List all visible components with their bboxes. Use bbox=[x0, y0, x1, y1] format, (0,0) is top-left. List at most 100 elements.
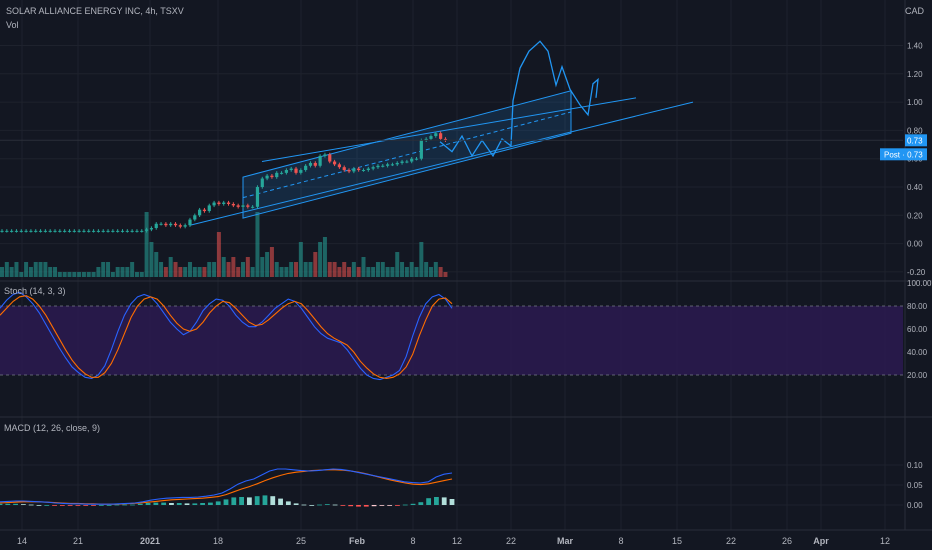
volume-bar bbox=[187, 262, 192, 277]
price-tick-label: 1.20 bbox=[907, 70, 923, 79]
macd-histogram-bar bbox=[52, 505, 57, 506]
volume-bar bbox=[231, 257, 236, 277]
volume-bar bbox=[356, 267, 361, 277]
price-tick-label: 1.00 bbox=[907, 98, 923, 107]
candle-body bbox=[87, 230, 91, 232]
candle-body bbox=[38, 230, 43, 232]
stoch-tick-label: 80.00 bbox=[907, 302, 928, 311]
candle-body bbox=[145, 229, 149, 231]
x-tick-label: 22 bbox=[726, 536, 736, 546]
candle-body bbox=[72, 230, 76, 232]
volume-bar bbox=[347, 267, 352, 277]
volume-bar bbox=[289, 262, 294, 277]
candle-body bbox=[43, 230, 47, 232]
candle-body bbox=[212, 202, 216, 206]
macd-histogram-bar bbox=[239, 497, 244, 505]
volume-bar bbox=[178, 267, 183, 277]
volume-bar bbox=[332, 262, 337, 277]
candle-body bbox=[120, 230, 125, 232]
candle-body bbox=[226, 202, 231, 204]
candle-body bbox=[284, 170, 288, 173]
volume-bar bbox=[409, 262, 414, 277]
stoch-tick-label: 60.00 bbox=[907, 325, 928, 334]
candle-body bbox=[328, 154, 332, 162]
candle-body bbox=[164, 223, 168, 226]
macd-histogram-bar bbox=[122, 504, 128, 506]
symbol-title: SOLAR ALLIANCE ENERGY INC, 4h, TSXV bbox=[6, 6, 184, 16]
macd-histogram-bar bbox=[137, 503, 143, 505]
volume-bar bbox=[183, 267, 188, 277]
x-tick-label: 12 bbox=[880, 536, 890, 546]
volume-bar bbox=[294, 262, 299, 277]
volume-bar bbox=[303, 262, 308, 277]
macd-histogram-bar bbox=[434, 497, 439, 505]
candle-body bbox=[342, 167, 346, 171]
volume-bar bbox=[250, 267, 255, 277]
candle-body bbox=[251, 206, 255, 208]
volume-bar bbox=[53, 267, 58, 277]
candle-body bbox=[371, 167, 375, 169]
x-tick-label: 18 bbox=[213, 536, 223, 546]
volume-bar bbox=[313, 252, 318, 277]
candle-body bbox=[376, 165, 380, 168]
volume-bar bbox=[77, 272, 82, 277]
macd-title: MACD (12, 26, close, 9) bbox=[4, 423, 101, 433]
stoch-line-k bbox=[0, 291, 453, 381]
stochastic-panel[interactable] bbox=[0, 291, 903, 381]
macd-histogram-bar bbox=[20, 504, 26, 505]
macd-histogram-bar bbox=[410, 503, 416, 505]
volume-bar bbox=[390, 267, 395, 277]
macd-tick-label: 0.05 bbox=[907, 481, 923, 490]
volume-bar bbox=[106, 262, 111, 277]
macd-histogram-bar bbox=[340, 505, 346, 506]
price-tags: 0.73 Post · 0.73 bbox=[0, 134, 927, 161]
volume-bar bbox=[96, 267, 101, 277]
trend-line-lower bbox=[189, 101, 694, 226]
channel-midline bbox=[242, 111, 572, 199]
candle-body bbox=[400, 161, 404, 163]
volume-bar bbox=[236, 267, 241, 277]
macd-histogram-bar bbox=[348, 505, 354, 507]
volume-bar bbox=[110, 272, 115, 277]
candle-body bbox=[434, 133, 438, 137]
x-tick-label: 14 bbox=[17, 536, 27, 546]
candle-body bbox=[77, 230, 81, 232]
last-price-tag bbox=[905, 134, 927, 147]
candle-body bbox=[255, 187, 260, 207]
price-candles[interactable] bbox=[0, 131, 448, 233]
macd-histogram-bar bbox=[293, 503, 299, 505]
candle-body bbox=[429, 136, 433, 139]
volume-bar bbox=[168, 257, 173, 277]
candle-body bbox=[173, 223, 178, 226]
candle-body bbox=[241, 205, 245, 207]
volume-bar bbox=[43, 262, 48, 277]
macd-histogram-bar bbox=[309, 505, 315, 506]
volume-bar bbox=[327, 262, 332, 277]
macd-histogram-bar bbox=[75, 505, 81, 506]
macd-histogram-bar bbox=[387, 505, 393, 506]
macd-histogram-bar bbox=[356, 505, 361, 507]
volume-bar bbox=[130, 262, 135, 277]
volume-bar bbox=[404, 267, 409, 277]
volume-bar bbox=[62, 272, 67, 277]
volume-bar bbox=[351, 262, 356, 277]
candle-body bbox=[29, 230, 33, 232]
macd-panel[interactable] bbox=[0, 468, 455, 507]
volume-bar bbox=[33, 262, 38, 277]
candle-body bbox=[410, 158, 414, 162]
macd-histogram-bar bbox=[215, 501, 221, 505]
price-tick-label: 1.40 bbox=[907, 42, 923, 51]
macd-histogram-bar bbox=[114, 504, 120, 506]
candle-body bbox=[188, 219, 192, 226]
volume-bar bbox=[202, 267, 207, 277]
candle-body bbox=[443, 138, 448, 141]
volume-bar bbox=[221, 257, 226, 277]
macd-tick-label: 0.10 bbox=[907, 461, 923, 470]
macd-histogram-bar bbox=[402, 504, 408, 506]
volume-bar bbox=[173, 262, 178, 277]
candle-body bbox=[178, 225, 182, 227]
macd-histogram-bar bbox=[184, 503, 190, 505]
macd-histogram-bar bbox=[371, 505, 377, 507]
volume-bar bbox=[342, 262, 347, 277]
